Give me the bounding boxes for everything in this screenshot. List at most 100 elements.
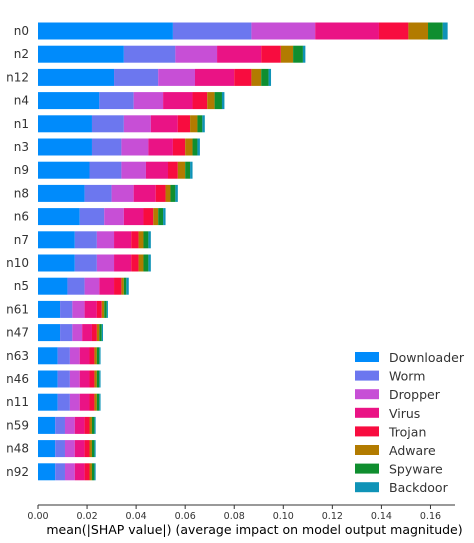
category-label: n3 [14, 140, 29, 154]
bar-n9-dropper [121, 161, 146, 179]
bar-n59-adware [89, 416, 92, 434]
bar-n9-trojan [168, 161, 178, 179]
bar-n59-worm [55, 416, 65, 434]
bar-n6-backdoor [163, 208, 166, 226]
bar-n2-downloader [38, 45, 124, 63]
x-axis-label: mean(|SHAP value|) (average impact on mo… [46, 522, 462, 537]
bar-n63-backdoor [99, 347, 101, 365]
bar-n1-backdoor [202, 115, 205, 133]
bar-n7-trojan [131, 231, 139, 249]
bar-n46-trojan [89, 370, 95, 388]
category-label: n6 [14, 210, 29, 224]
legend-label-backdoor: Backdoor [389, 480, 449, 495]
bar-n59-virus [74, 416, 85, 434]
bar-n10-dropper [96, 254, 115, 272]
bar-n48-worm [55, 440, 65, 458]
x-tick-label: 0.06 [175, 511, 196, 522]
bar-n63-trojan [89, 347, 95, 365]
category-label: n92 [6, 465, 29, 479]
category-label: n4 [14, 94, 29, 108]
bar-n0-adware [408, 22, 429, 40]
bar-n0-downloader [38, 22, 173, 40]
bar-n8-adware [165, 184, 171, 202]
bar-n46-virus [79, 370, 90, 388]
bar-n11-dropper [69, 393, 80, 411]
bar-n48-backdoor [94, 440, 96, 458]
bar-n3-downloader [38, 138, 92, 156]
bar-n1-virus [150, 115, 178, 133]
legend-label-worm: Worm [389, 369, 425, 384]
bar-n11-trojan [89, 393, 95, 411]
bar-n47-adware [96, 324, 100, 342]
bar-n2-trojan [261, 45, 281, 63]
bar-n10-backdoor [148, 254, 151, 272]
bar-n12-dropper [158, 68, 195, 86]
bar-n11-backdoor [99, 393, 101, 411]
bar-n7-downloader [38, 231, 75, 249]
category-label: n47 [6, 326, 29, 340]
bar-n63-worm [57, 347, 70, 365]
category-label: n2 [14, 47, 29, 61]
bar-n8-downloader [38, 184, 85, 202]
bar-n59-backdoor [94, 416, 96, 434]
bar-n1-dropper [123, 115, 151, 133]
legend-swatch-spyware [355, 463, 379, 474]
category-label: n61 [6, 302, 29, 316]
bar-n61-worm [60, 300, 73, 318]
legend-label-virus: Virus [389, 406, 420, 421]
bar-n3-trojan [172, 138, 186, 156]
bar-n4-virus [163, 92, 193, 110]
category-label: n11 [6, 395, 29, 409]
bar-n0-spyware [428, 22, 443, 40]
bar-n8-spyware [170, 184, 176, 202]
bar-n11-worm [57, 393, 70, 411]
category-label: n10 [6, 256, 29, 270]
bar-n46-downloader [38, 370, 58, 388]
bar-n9-virus [145, 161, 169, 179]
bar-n7-adware [138, 231, 144, 249]
x-tick-label: 0.02 [76, 511, 97, 522]
bar-n1-spyware [197, 115, 203, 133]
bar-n1-worm [91, 115, 124, 133]
category-label: n46 [6, 372, 29, 386]
legend-swatch-backdoor [355, 482, 379, 493]
bar-n4-backdoor [221, 92, 225, 110]
category-label: n1 [14, 117, 29, 131]
bar-n7-worm [74, 231, 97, 249]
bar-n6-adware [153, 208, 159, 226]
bar-n12-virus [194, 68, 235, 86]
bars-group [38, 22, 448, 481]
bar-n46-dropper [69, 370, 80, 388]
bar-n63-dropper [69, 347, 80, 365]
bar-n5-worm [67, 277, 85, 295]
bar-n11-adware [94, 393, 97, 411]
bar-n6-dropper [104, 208, 124, 226]
bar-n46-adware [94, 370, 97, 388]
bar-n5-spyware [123, 277, 127, 295]
bar-n12-trojan [234, 68, 252, 86]
bar-n3-adware [185, 138, 193, 156]
bar-n6-spyware [158, 208, 164, 226]
bar-n0-backdoor [442, 22, 448, 40]
x-axis-ticks: 0.00 0.02 0.04 0.06 0.08 0.10 0.12 0.14 0.16 [27, 505, 441, 522]
bar-n10-adware [138, 254, 144, 272]
bar-n5-adware [121, 277, 124, 295]
bar-n0-trojan [378, 22, 409, 40]
bar-n59-downloader [38, 416, 56, 434]
legend: Downloader Worm Dropper Virus Trojan Adware Sp… [355, 350, 465, 495]
bar-n8-virus [133, 184, 156, 202]
bar-n8-dropper [111, 184, 134, 202]
bar-n3-spyware [192, 138, 198, 156]
bar-n61-adware [101, 300, 105, 318]
bar-n12-spyware [261, 68, 269, 86]
bar-n5-dropper [84, 277, 100, 295]
bar-n48-downloader [38, 440, 56, 458]
bar-n63-spyware [96, 347, 100, 365]
x-tick-label: 0.04 [126, 511, 147, 522]
category-label: n12 [6, 70, 29, 84]
bar-n9-downloader [38, 161, 90, 179]
x-tick-label: 0.16 [420, 511, 441, 522]
bar-n61-dropper [72, 300, 85, 318]
legend-swatch-adware [355, 445, 379, 455]
bar-n0-worm [172, 22, 252, 40]
